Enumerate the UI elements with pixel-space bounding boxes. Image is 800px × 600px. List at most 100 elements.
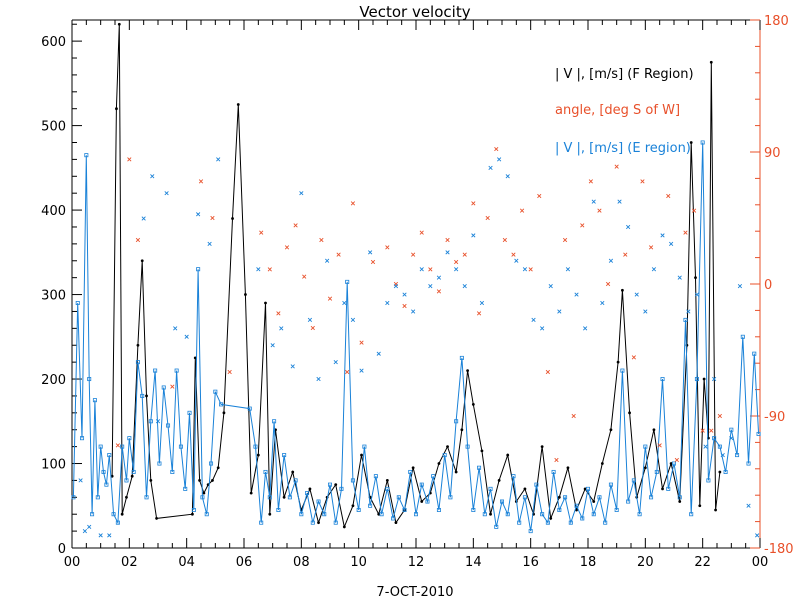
data-point [436,289,442,294]
data-point [155,419,161,424]
data-point [709,428,714,433]
data-point [368,250,373,255]
data-point [148,419,153,424]
data-point [368,503,373,508]
data-point [666,486,671,491]
data-point [459,355,464,360]
data-point [170,384,175,389]
x-tick-label: 18 [580,555,597,570]
y-right-tick-label: 0 [764,278,772,293]
x-tick-label: 14 [465,555,482,570]
data-point [370,259,376,265]
y-left-tick-label: 0 [58,542,66,557]
data-point [485,215,490,221]
data-point [531,317,536,323]
x-tick-label: 20 [637,555,654,570]
data-point [117,22,121,26]
data-point [184,334,189,339]
data-point [191,512,194,516]
data-point [219,402,224,407]
data-point [259,230,264,235]
data-point [591,199,596,204]
data-point [302,274,307,279]
data-point [394,521,398,525]
data-point [694,377,699,382]
data-point [420,500,424,503]
data-point [700,140,705,145]
data-point [626,499,631,504]
data-point [563,495,568,500]
data-point [583,326,588,331]
legend: | V |, [m/s] (F Region) angle, [deg S of… [555,67,694,156]
data-point [489,512,492,516]
data-point [115,443,120,448]
data-point [643,444,648,449]
y-left-tick-label: 300 [41,289,66,304]
data-point [454,419,459,424]
data-point [140,393,145,398]
data-point [597,208,602,213]
data-point [620,368,625,373]
data-point [161,385,166,390]
x-tick-label: 12 [408,555,425,570]
data-point [327,296,333,301]
data-point [436,507,441,512]
data-point [674,457,679,463]
series-layer [71,22,761,538]
data-point [605,281,611,287]
data-point [428,267,433,272]
data-point [756,431,761,436]
data-point [477,465,482,470]
data-point [211,479,214,482]
x-tick-label: 00 [64,555,81,570]
data-point [746,461,751,466]
data-point [720,452,725,458]
data-point [522,267,528,272]
data-point [125,495,128,499]
y-right-ticks: -180 -90 0 90 180 [750,14,794,557]
data-point [419,482,424,487]
data-point [702,377,706,381]
data-point [170,469,175,474]
data-point [140,259,144,263]
data-point [580,516,585,521]
data-point [637,512,642,517]
data-point [379,512,384,517]
data-point [557,507,562,512]
data-point [643,309,648,314]
data-point [603,520,608,525]
data-point [683,230,688,235]
data-point [686,309,691,314]
data-point [333,520,338,525]
data-point [471,201,476,206]
data-point [191,507,196,512]
data-point [164,191,169,196]
data-point [198,179,204,184]
data-point [568,520,573,525]
data-point [703,444,708,449]
data-point [506,453,510,457]
data-point [466,369,469,372]
y-right-tick-label: -180 [764,542,794,557]
data-point [666,193,671,199]
legend-entry-e-region: | V |, [m/s] (E region) [555,141,691,156]
data-point [413,512,418,517]
data-point [691,208,697,213]
data-point [628,411,631,415]
data-point [359,368,364,373]
data-point [334,483,338,487]
data-point [545,369,550,375]
data-point [373,474,378,479]
data-point [660,377,665,382]
data-point [149,479,153,482]
data-point [617,199,622,204]
data-point [643,466,647,470]
data-point [339,486,344,491]
data-point [216,157,221,162]
series-3 [78,157,760,538]
data-point [494,524,499,529]
data-point [210,215,215,221]
data-point [460,428,464,432]
data-point [267,495,272,500]
